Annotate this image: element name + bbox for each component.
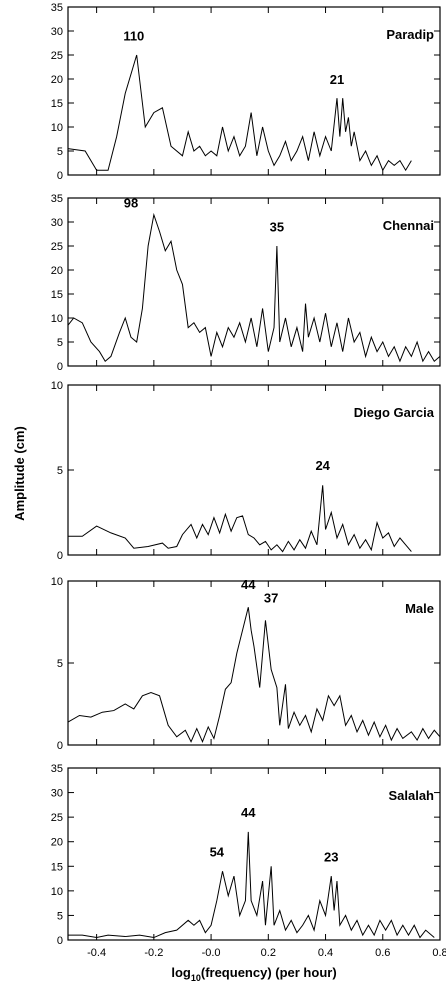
y-tick-label: 5 bbox=[57, 658, 63, 670]
y-tick-label: 15 bbox=[51, 289, 63, 301]
y-tick-label: 0 bbox=[57, 361, 63, 373]
y-tick-label: 25 bbox=[51, 50, 63, 62]
y-tick-label: 15 bbox=[51, 861, 63, 873]
x-tick-label: 0.6 bbox=[375, 947, 390, 959]
y-tick-label: 10 bbox=[51, 886, 63, 898]
peak-label: 23 bbox=[324, 849, 338, 864]
spectrum-line bbox=[67, 54, 412, 172]
panel-frame bbox=[67, 197, 441, 367]
y-tick-label: 35 bbox=[51, 193, 63, 205]
x-tick-label: 0.2 bbox=[261, 947, 276, 959]
panel-title: Male bbox=[405, 601, 434, 616]
y-tick-label: 10 bbox=[51, 313, 63, 325]
y-tick-label: 20 bbox=[51, 837, 63, 849]
x-tick-label: -0.2 bbox=[144, 947, 163, 959]
y-tick-label: 0 bbox=[57, 550, 63, 562]
y-tick-label: 25 bbox=[51, 241, 63, 253]
peak-label: 24 bbox=[315, 458, 330, 473]
spectrum-line bbox=[67, 607, 441, 744]
y-tick-label: 35 bbox=[51, 2, 63, 14]
x-tick-label: 0.4 bbox=[318, 947, 333, 959]
peak-label: 110 bbox=[123, 29, 144, 44]
y-axis-label: Amplitude (cm) bbox=[12, 426, 27, 521]
y-tick-label: 30 bbox=[51, 217, 63, 229]
peak-label: 44 bbox=[241, 805, 256, 820]
y-tick-label: 10 bbox=[51, 380, 63, 392]
panel-frame bbox=[67, 580, 441, 746]
x-tick-label: -0.0 bbox=[202, 947, 221, 959]
spectrum-line bbox=[68, 485, 412, 553]
y-tick-label: 20 bbox=[51, 265, 63, 277]
y-tick-label: 30 bbox=[51, 788, 63, 800]
x-tick-label: -0.4 bbox=[87, 947, 106, 959]
y-tick-label: 35 bbox=[51, 763, 63, 775]
y-tick-label: 0 bbox=[57, 935, 63, 947]
peak-label: 35 bbox=[270, 220, 284, 235]
y-tick-label: 15 bbox=[51, 98, 63, 110]
y-tick-label: 0 bbox=[57, 740, 63, 752]
y-tick-label: 25 bbox=[51, 812, 63, 824]
y-tick-label: 30 bbox=[51, 26, 63, 38]
y-tick-label: 5 bbox=[57, 337, 63, 349]
y-tick-label: 20 bbox=[51, 74, 63, 86]
peak-label: 37 bbox=[264, 590, 278, 605]
panel-title: Diego Garcia bbox=[354, 405, 435, 420]
x-axis-label: log10(frequency) (per hour) bbox=[171, 965, 336, 983]
x-label-rest: (frequency) (per hour) bbox=[201, 965, 337, 980]
peak-label: 44 bbox=[241, 577, 256, 592]
panel-frame bbox=[67, 6, 441, 176]
x-label-sub: 10 bbox=[191, 973, 201, 983]
y-tick-label: 5 bbox=[57, 146, 63, 158]
panel-title: Chennai bbox=[383, 218, 434, 233]
y-tick-label: 5 bbox=[57, 465, 63, 477]
panel-frame bbox=[67, 767, 441, 941]
spectrum-line bbox=[68, 831, 435, 939]
x-tick-label: 0.8 bbox=[432, 947, 446, 959]
peak-label: 54 bbox=[210, 844, 225, 859]
peak-label: 21 bbox=[330, 72, 344, 87]
spectrum-line bbox=[67, 212, 441, 363]
y-tick-label: 10 bbox=[51, 576, 63, 588]
x-label-text: log bbox=[171, 965, 191, 980]
y-tick-label: 10 bbox=[51, 122, 63, 134]
panel-title: Paradip bbox=[386, 27, 434, 42]
y-tick-label: 0 bbox=[57, 170, 63, 182]
panel-title: Salalah bbox=[388, 788, 434, 803]
peak-label: 98 bbox=[124, 196, 138, 211]
y-tick-label: 5 bbox=[57, 910, 63, 922]
